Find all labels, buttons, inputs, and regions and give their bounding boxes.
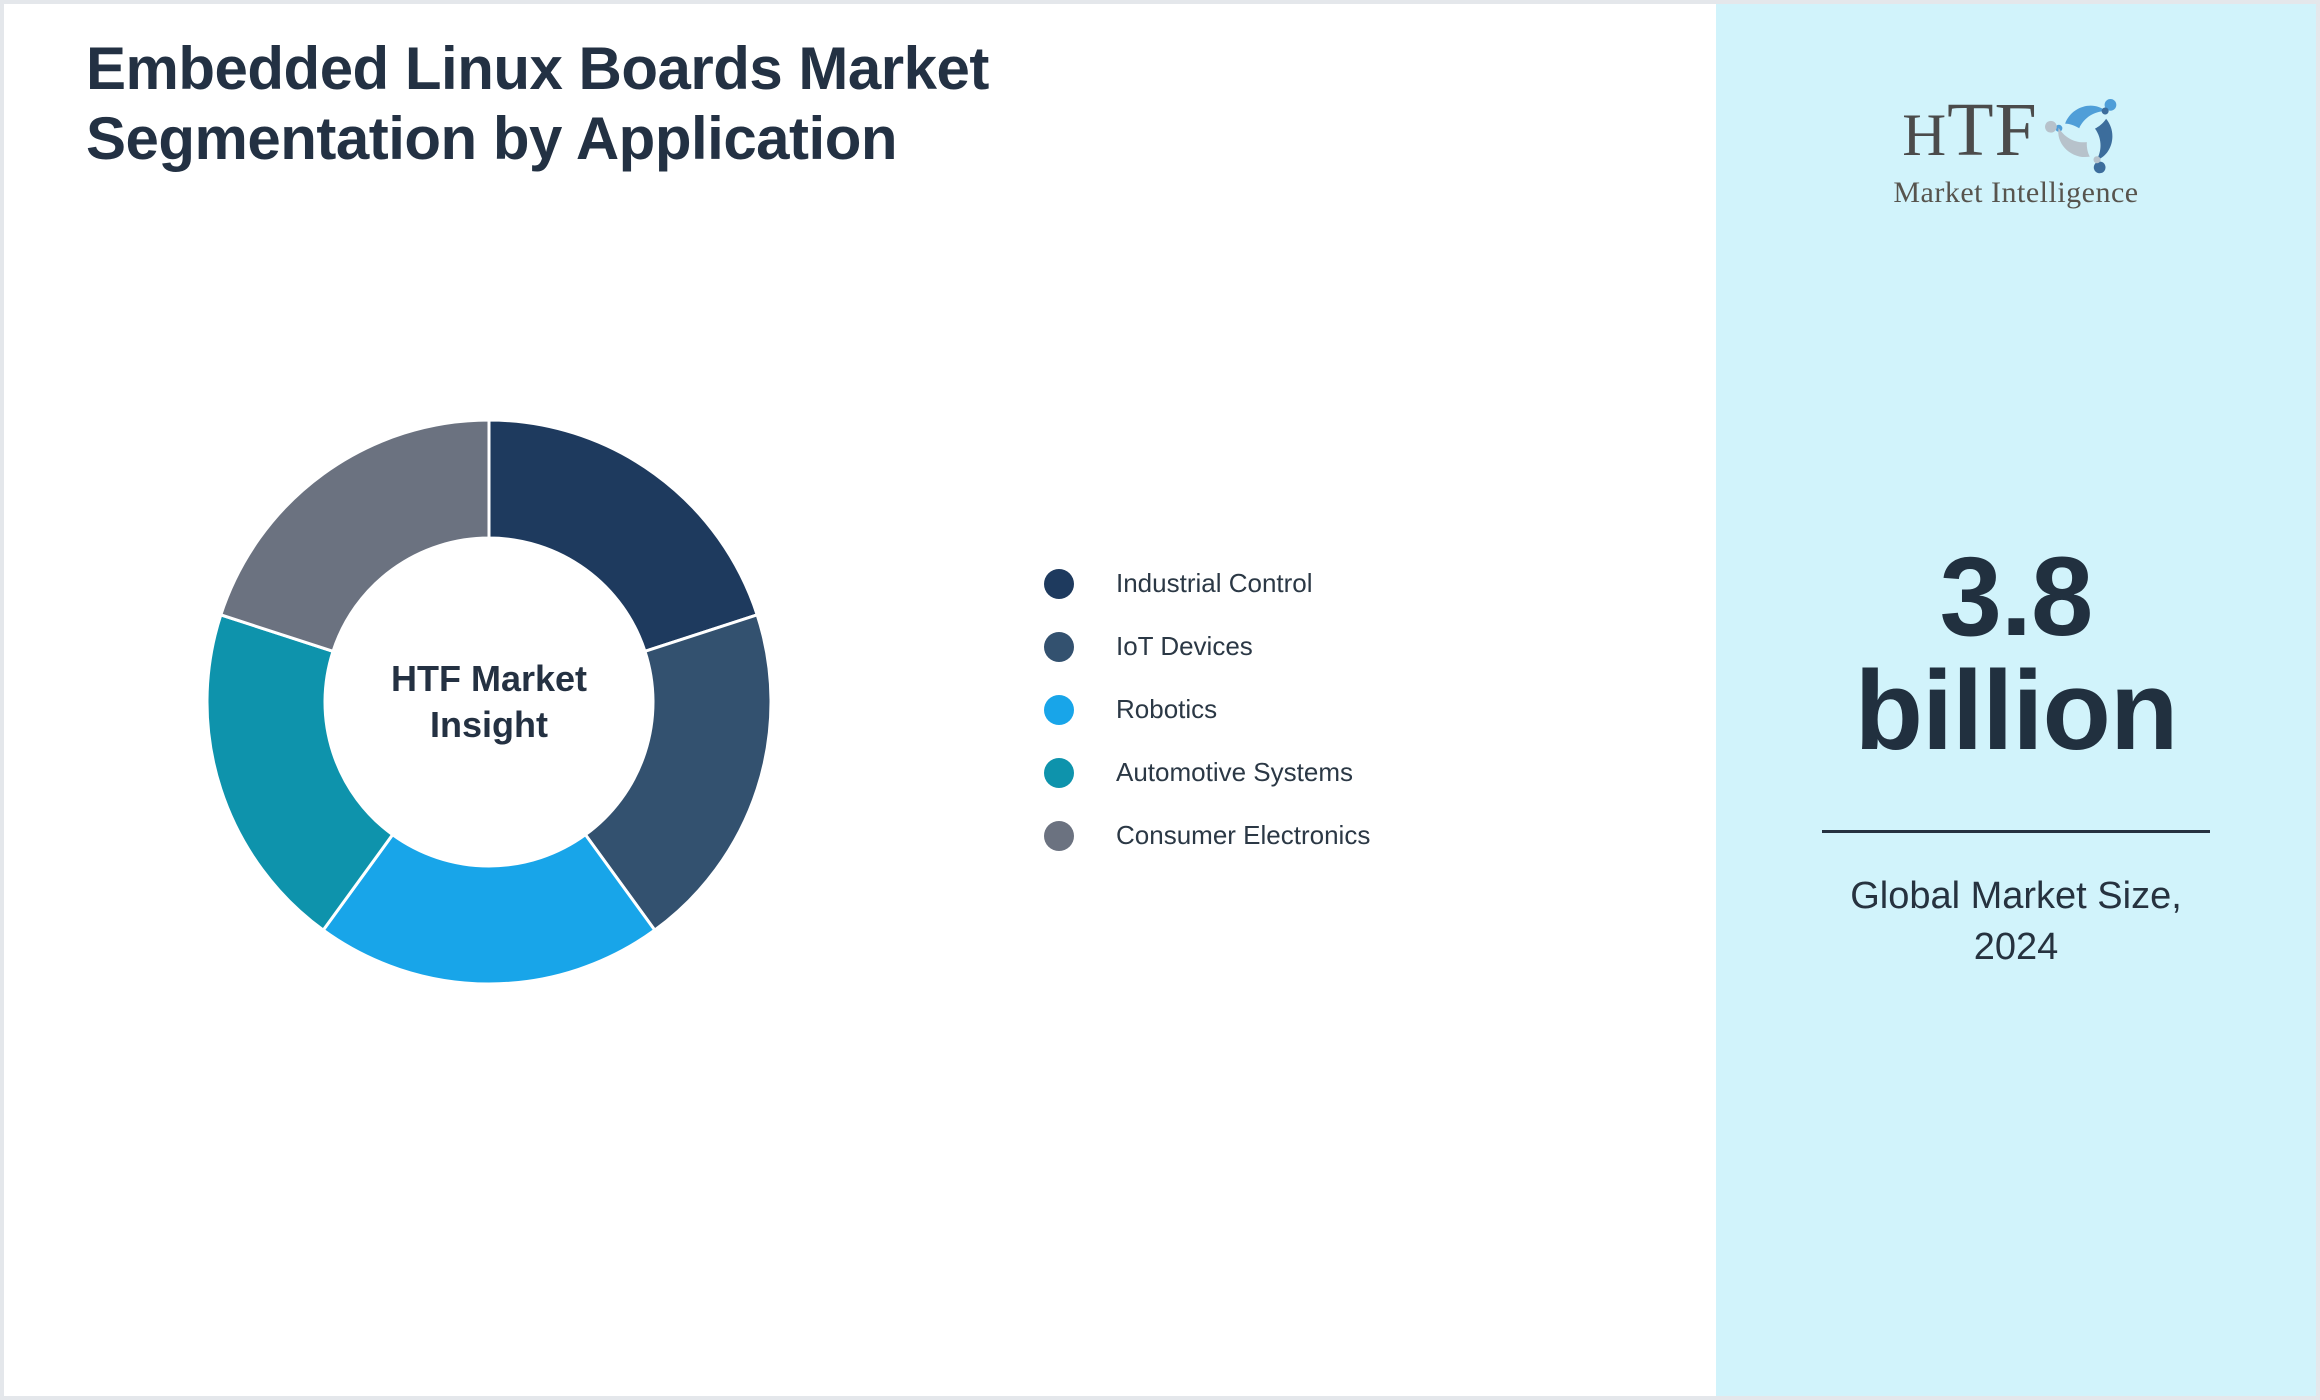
donut-slice-iot-devices bbox=[583, 612, 773, 933]
sidebar: HTF bbox=[1716, 4, 2316, 1396]
legend-item-robotics: Robotics bbox=[1044, 678, 1370, 741]
legend-swatch-icon bbox=[1044, 694, 1074, 725]
market-size-caption-line-2: 2024 bbox=[1973, 926, 2059, 968]
legend-item-industrial-control: Industrial Control bbox=[1044, 552, 1370, 615]
htf-logo-text: HTF bbox=[1902, 88, 2038, 172]
legend-swatch-icon bbox=[1044, 568, 1074, 599]
market-size-number: 3.8 bbox=[1939, 534, 2094, 659]
market-size-unit: billion bbox=[1854, 648, 2179, 773]
chart-legend: Industrial Control IoT Devices Robotics … bbox=[1044, 552, 1370, 867]
htf-logo-subtext: Market Intelligence bbox=[1893, 176, 2139, 209]
donut-slice-automotive-systems bbox=[205, 612, 395, 933]
market-size-caption-line-1: Global Market Size, bbox=[1850, 875, 2182, 917]
legend-label: Automotive Systems bbox=[1116, 757, 1353, 787]
legend-swatch-icon bbox=[1044, 757, 1074, 788]
logo-swirl-icon bbox=[2044, 98, 2117, 174]
legend-label: Consumer Electronics bbox=[1116, 820, 1371, 850]
infographic-page: Embedded Linux Boards Market Segmentatio… bbox=[4, 4, 2316, 1396]
page-title: Embedded Linux Boards Market Segmentatio… bbox=[86, 34, 989, 174]
legend-label: Industrial Control bbox=[1116, 568, 1313, 598]
legend-item-automotive-systems: Automotive Systems bbox=[1044, 741, 1370, 804]
market-size-block: 3.8 billion Global Market Size, 2024 bbox=[1716, 540, 2316, 973]
divider-line bbox=[1822, 830, 2210, 833]
donut-slice-consumer-electronics bbox=[218, 418, 491, 654]
htf-logo-row: HTF bbox=[1716, 90, 2316, 176]
donut-slice-robotics bbox=[321, 832, 657, 986]
page-title-line-1: Embedded Linux Boards Market bbox=[86, 35, 989, 102]
legend-swatch-icon bbox=[1044, 820, 1074, 851]
legend-label: IoT Devices bbox=[1116, 631, 1253, 661]
donut-chart-svg bbox=[205, 418, 773, 986]
legend-item-consumer-electronics: Consumer Electronics bbox=[1044, 804, 1370, 867]
donut-slice-industrial-control bbox=[487, 418, 760, 654]
legend-item-iot-devices: IoT Devices bbox=[1044, 615, 1370, 678]
legend-label: Robotics bbox=[1116, 694, 1218, 724]
htf-logo: HTF bbox=[1716, 90, 2316, 210]
legend-swatch-icon bbox=[1044, 631, 1074, 662]
market-size-value: 3.8 billion bbox=[1716, 540, 2316, 768]
donut-chart: HTF Market Insight bbox=[204, 417, 774, 987]
page-title-line-2: Segmentation by Application bbox=[86, 105, 898, 172]
market-size-caption: Global Market Size, 2024 bbox=[1716, 871, 2316, 973]
